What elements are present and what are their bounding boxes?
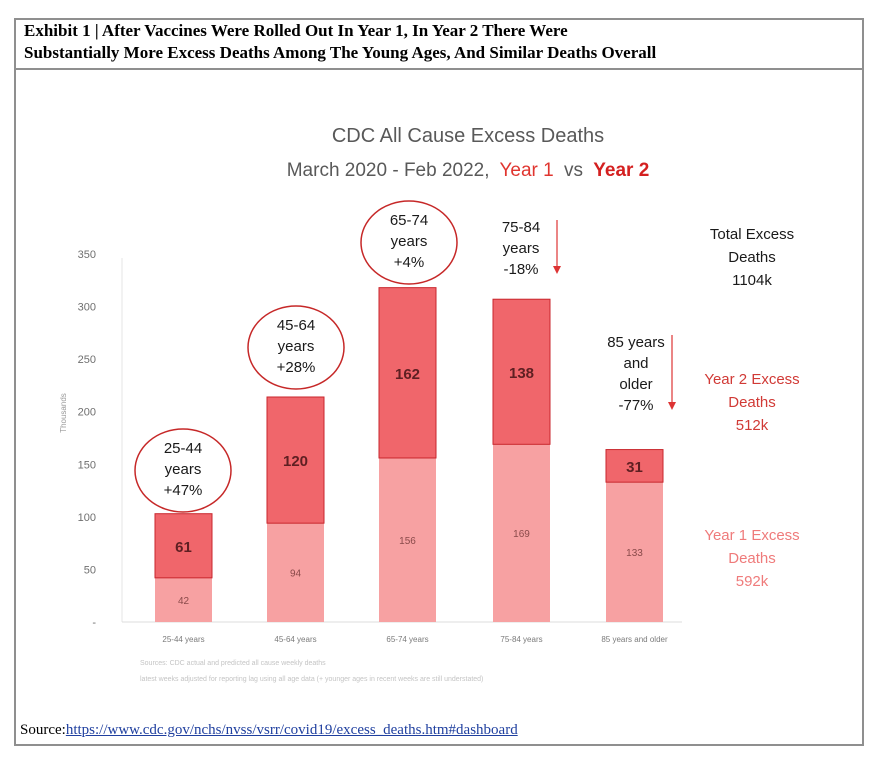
y-tick-label: - — [92, 617, 96, 629]
annotation-text: 25-44 — [164, 440, 202, 457]
total-excess-label: Deaths — [728, 249, 776, 266]
bar-year1 — [493, 444, 550, 622]
y-tick-label: 200 — [78, 407, 96, 419]
annotation-text: 65-74 — [390, 212, 428, 229]
data-label-year1: 133 — [626, 548, 643, 559]
subtitle-year2: Year 2 — [593, 160, 649, 181]
bar-year2 — [378, 287, 437, 459]
year1-total-label: Year 1 Excess — [704, 527, 799, 544]
bar-year2 — [605, 449, 664, 483]
data-label-year1: 42 — [178, 596, 190, 607]
y-tick-label: 300 — [78, 302, 96, 314]
x-tick-label: 85 years and older — [601, 635, 668, 644]
annotation-text: years — [391, 233, 428, 250]
bar-year2 — [154, 513, 213, 579]
bar-year2 — [492, 298, 551, 445]
annotation-text: and — [623, 355, 648, 372]
subtitle-date-range: March 2020 - Feb 2022, — [287, 160, 490, 181]
x-tick-label: 75-84 years — [500, 635, 542, 644]
annotation-text: -77% — [618, 397, 653, 414]
y-tick-label: 100 — [78, 512, 96, 524]
down-arrow-head — [668, 402, 676, 410]
year2-total-label: 512k — [736, 417, 769, 434]
chart-title: CDC All Cause Excess Deaths — [332, 125, 604, 147]
annotation-text: +47% — [164, 482, 203, 499]
annotation-text: +28% — [277, 359, 316, 376]
x-tick-label: 25-44 years — [162, 635, 204, 644]
total-excess-label: Total Excess — [710, 226, 794, 243]
total-excess-label: 1104k — [732, 272, 772, 289]
bar-year1 — [606, 482, 663, 622]
exhibit-frame — [14, 18, 864, 746]
annotation-text: +4% — [394, 254, 424, 271]
bar-year1 — [155, 577, 212, 622]
bar-year1 — [379, 457, 436, 622]
annotation-text: older — [619, 376, 652, 393]
y-tick-label: 350 — [78, 249, 96, 261]
subtitle-year1: Year 1 — [499, 160, 553, 181]
data-label-year1: 156 — [399, 536, 416, 547]
data-label-year2: 31 — [626, 459, 643, 476]
year2-total-label: Deaths — [728, 394, 776, 411]
bar-year1 — [267, 523, 324, 622]
source-label: Source: — [20, 722, 66, 738]
source-line: Source:https://www.cdc.gov/nchs/nvss/vsr… — [20, 722, 518, 739]
y-tick-label: 50 — [84, 564, 96, 576]
x-tick-label: 65-74 years — [386, 635, 428, 644]
data-label-year1: 169 — [513, 529, 530, 540]
highlight-circle — [134, 428, 232, 513]
data-label-year2: 61 — [175, 539, 192, 556]
annotation-text: years — [503, 240, 540, 257]
exhibit-title: Exhibit 1 | After Vaccines Were Rolled O… — [24, 20, 854, 64]
annotation-text: 45-64 — [277, 317, 315, 334]
y-tick-label: 250 — [78, 354, 96, 366]
down-arrow-head — [553, 266, 561, 274]
exhibit-title-line-2: Substantially More Excess Deaths Among T… — [24, 43, 657, 62]
annotation-text: -18% — [503, 261, 538, 278]
year2-total-label: Year 2 Excess — [704, 371, 799, 388]
source-link[interactable]: https://www.cdc.gov/nchs/nvss/vsrr/covid… — [65, 722, 518, 738]
annotation-text: 85 years — [607, 334, 665, 351]
data-label-year2: 162 — [395, 366, 420, 383]
data-label-year1: 94 — [290, 569, 302, 580]
title-divider — [16, 68, 862, 70]
year1-total-label: Deaths — [728, 550, 776, 567]
bar-year2 — [266, 396, 325, 524]
annotation-text: years — [278, 338, 315, 355]
year1-total-label: 592k — [736, 573, 769, 590]
highlight-circle — [247, 305, 345, 390]
y-tick-label: 150 — [78, 459, 96, 471]
annotation-text: years — [165, 461, 202, 478]
x-tick-label: 45-64 years — [274, 635, 316, 644]
data-label-year2: 120 — [283, 453, 308, 470]
highlight-circle — [360, 200, 458, 285]
data-label-year2: 138 — [509, 365, 534, 382]
subtitle-vs: vs — [564, 160, 583, 181]
footnote-1: Sources: CDC actual and predicted all ca… — [140, 660, 326, 667]
exhibit-title-line-1: Exhibit 1 | After Vaccines Were Rolled O… — [24, 21, 568, 40]
y-axis-label: Thousands — [59, 393, 68, 433]
footnote-2: latest weeks adjusted for reporting lag … — [140, 676, 483, 683]
chart-subtitle: March 2020 - Feb 2022, Year 1 vs Year 2 — [287, 160, 650, 181]
annotation-text: 75-84 — [502, 219, 540, 236]
